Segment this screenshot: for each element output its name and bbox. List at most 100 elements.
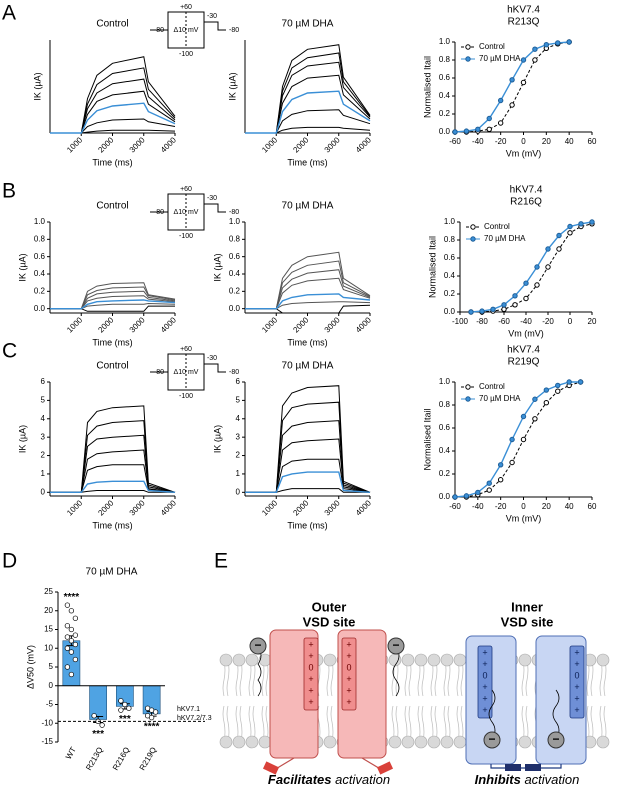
chart-title: Control <box>96 19 128 30</box>
data-point <box>534 282 540 288</box>
data-point <box>555 388 561 394</box>
y-tick-label: 10 <box>44 643 53 652</box>
data-point <box>72 632 79 638</box>
y-axis-label: IK (µA) <box>17 425 27 453</box>
data-point <box>543 400 550 406</box>
charge: + <box>346 674 351 684</box>
data-point <box>486 487 492 493</box>
y-axis-label: IK (µA) <box>17 253 27 281</box>
data-point <box>556 232 562 239</box>
protocol-label: -30 <box>207 355 217 362</box>
chart-subtitle: R213Q <box>508 17 540 28</box>
x-tick-label: 1000 <box>65 135 84 154</box>
y-tick-label: 0.6 <box>439 73 451 82</box>
data-point <box>68 649 75 655</box>
protocol-label: -80 <box>229 27 239 34</box>
data-point <box>567 230 573 236</box>
x-tick-label: -40 <box>520 317 532 326</box>
reference-label: hKV7.1 <box>177 706 200 713</box>
trace <box>245 109 371 134</box>
y-tick-label: 20 <box>44 606 53 615</box>
protocol-trace <box>150 203 226 213</box>
data-point <box>68 626 75 633</box>
charge: + <box>574 682 579 692</box>
charge: + <box>346 697 351 707</box>
y-tick-label: 2 <box>236 451 241 460</box>
lipid-head <box>414 735 428 749</box>
x-tick-label: 4000 <box>354 498 373 517</box>
data-point <box>534 264 540 270</box>
x-tick-label: 3000 <box>323 498 342 517</box>
y-tick-label: 0 <box>236 487 241 496</box>
y-tick-label: 1 <box>236 469 241 478</box>
trace <box>50 449 176 493</box>
data-point <box>555 382 561 389</box>
x-axis-label: Vm (mV) <box>508 328 544 338</box>
lipid-head <box>232 735 246 749</box>
x-tick-label: 4000 <box>354 315 373 334</box>
data-point <box>543 42 550 48</box>
data-point <box>520 79 527 86</box>
x-tick-label: 4000 <box>354 135 373 154</box>
helix <box>569 645 585 719</box>
data-point <box>64 634 71 640</box>
data-point <box>497 97 504 104</box>
trace <box>245 471 371 493</box>
data-point <box>509 436 515 443</box>
charge: + <box>482 682 487 692</box>
data-point <box>72 641 79 648</box>
data-point <box>64 664 71 670</box>
x-tick-label: 2000 <box>96 498 115 517</box>
x-tick-label: -40 <box>472 502 484 511</box>
x-axis-label: Vm (mV) <box>506 148 542 158</box>
ligand-tail <box>488 689 496 741</box>
data-point <box>68 608 75 614</box>
x-tick-label: R213Q <box>84 746 104 772</box>
y-tick-label: 0 <box>49 681 54 690</box>
y-tick-label: 1 <box>41 469 46 478</box>
lipid-head <box>323 653 337 667</box>
legend-marker <box>465 384 471 390</box>
x-tick-label: -80 <box>476 317 488 326</box>
legend-label: 70 µM DHA <box>484 234 526 243</box>
chart-title: hKV7.4 <box>507 345 540 356</box>
lipid-head <box>401 653 415 667</box>
data-point <box>64 645 71 651</box>
protocol-label: -100 <box>179 233 193 240</box>
data-point <box>501 306 507 312</box>
data-point <box>475 126 481 133</box>
y-tick-label: 0.8 <box>229 234 241 243</box>
x-tick-label: -60 <box>449 502 461 511</box>
trace <box>245 74 371 134</box>
lipid-head <box>323 735 337 749</box>
voltage-protocol: +60 -80 Δ10 mV -100 -30 -80 <box>150 4 239 58</box>
x-tick-label: -20 <box>495 137 507 146</box>
x-tick-label: 2000 <box>96 315 115 334</box>
ligand-charge: − <box>392 638 399 652</box>
helix <box>477 645 493 719</box>
caption-rest: activation <box>521 772 580 787</box>
data-point <box>509 77 515 83</box>
legend-marker <box>465 44 471 50</box>
caption-rest: activation <box>332 772 391 787</box>
data-point <box>555 40 561 46</box>
x-tick-label: 20 <box>588 317 597 326</box>
legend-marker <box>465 396 471 402</box>
charge: + <box>308 651 313 661</box>
y-tick-label: 0.6 <box>34 252 46 261</box>
protocol-label: -80 <box>229 369 239 376</box>
y-tick-label: 0.8 <box>444 235 456 244</box>
lipid-head <box>453 735 467 749</box>
trace <box>50 480 176 493</box>
protocol-trace <box>150 21 226 31</box>
protocol-label: -80 <box>229 209 239 216</box>
data-point <box>118 698 124 704</box>
x-tick-label: 20 <box>542 137 551 146</box>
trace <box>245 61 371 134</box>
trace <box>245 438 371 493</box>
legend-label: Control <box>484 222 510 231</box>
x-axis-label: Time (ms) <box>287 337 327 347</box>
data-point <box>463 128 470 134</box>
trace <box>50 286 176 310</box>
